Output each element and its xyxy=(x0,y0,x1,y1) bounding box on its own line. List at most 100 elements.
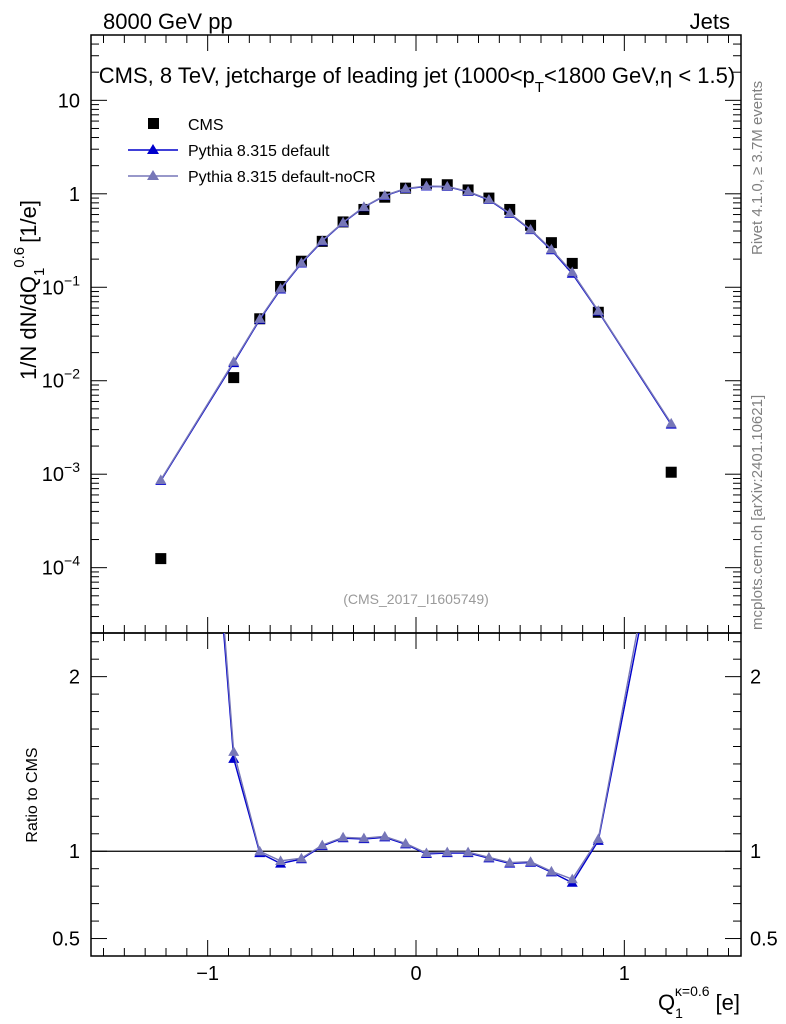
process-label: Jets xyxy=(690,9,730,34)
pythia-8-315-default-nocr-point xyxy=(665,417,677,428)
ratio-y-tick-label-left: 0.5 xyxy=(52,929,80,951)
pythia-8-315-default-nocr-ratio-point xyxy=(400,837,412,848)
pythia-8-315-default-nocr-ratio-point xyxy=(545,865,557,876)
pythia-8-315-default-nocr-point xyxy=(420,180,432,191)
pythia-8-315-default-nocr-point xyxy=(462,185,474,196)
pythia-8-315-default-nocr-point xyxy=(400,182,412,193)
pythia-8-315-default-nocr-point xyxy=(441,180,453,191)
main-y-label-sup: 0.6 xyxy=(11,247,28,268)
ratio-y-tick-label-right: 2 xyxy=(750,667,761,689)
ratio-y-tick-label-left: 1 xyxy=(69,841,80,863)
cms-data-point xyxy=(566,257,578,269)
pythia-8-315-default-nocr-point xyxy=(275,283,287,293)
cms-data-point xyxy=(228,372,240,384)
pythia-8-315-default-nocr-ratio-point xyxy=(504,857,516,867)
pythia-8-315-default-nocr-point xyxy=(379,189,391,200)
rivet-label: Rivet 4.1.0, ≥ 3.7M events xyxy=(749,81,766,255)
main-y-label-unit: [1/e] xyxy=(16,200,41,243)
legend-marker-default xyxy=(147,144,159,154)
x-label-sup: κ=0.6 xyxy=(675,983,710,999)
ratio-y-tick-label-right: 0.5 xyxy=(750,929,778,951)
main-y-tick-label: 1 xyxy=(69,184,80,206)
main-y-tick-label: 10−3 xyxy=(42,459,80,486)
pythia-8-315-default-nocr-point xyxy=(592,305,604,315)
x-axis-label: Q1 κ=0.6 [e] xyxy=(658,983,740,1021)
legend: CMS Pythia 8.315 default Pythia 8.315 de… xyxy=(128,117,376,186)
pythia-8-315-default-nocr-ratio-point xyxy=(420,847,432,858)
pythia-8-315-default-nocr-point xyxy=(155,474,167,484)
ratio-y-tick-label-right: 1 xyxy=(750,841,761,863)
main-y-tick-label-exp: −3 xyxy=(64,459,80,475)
pythia-8-315-default-nocr-ratio-point xyxy=(666,444,677,454)
x-tick-label: 0 xyxy=(410,963,421,985)
ratio-axis-ticks: 0.5 0.5 1 1 2 2 −1 0 1 xyxy=(52,633,778,985)
main-y-tick-label-exp: −2 xyxy=(64,366,80,382)
pythia-8-315-default-nocr-point xyxy=(295,257,307,267)
plot-title-main: CMS, 8 TeV, jetcharge of leading jet (10… xyxy=(99,63,535,88)
main-y-tick-label-base: 10 xyxy=(42,371,64,393)
main-series-group xyxy=(155,178,677,565)
main-y-label-sub: 1 xyxy=(31,268,48,276)
pythia-8-315-default-ratio-line xyxy=(223,633,640,884)
x-label-unit: [e] xyxy=(716,990,740,1015)
legend-marker-cms xyxy=(148,118,159,129)
main-y-axis-label: 1/N dN/dQ10.6 [1/e] xyxy=(11,200,48,380)
pythia-8-315-default-nocr-ratio-point xyxy=(275,855,287,865)
pythia-8-315-default-nocr-ratio-point xyxy=(254,845,266,856)
x-tick-label: −1 xyxy=(196,963,219,985)
beam-label: 8000 GeV pp xyxy=(103,9,233,34)
main-y-tick-label: 10−1 xyxy=(42,272,80,299)
pythia-8-315-default-nocr-ratio-point xyxy=(592,833,604,844)
main-y-label-main: 1/N dN/dQ xyxy=(16,276,41,380)
cms-data-point xyxy=(545,237,557,249)
ratio-series-group xyxy=(223,444,677,887)
pythia-8-315-default-nocr-point xyxy=(504,207,516,218)
pythia-8-315-default-nocr-ratio-point xyxy=(525,856,537,866)
ratio-panel-frame xyxy=(90,632,742,957)
cms-data-point xyxy=(155,553,167,565)
ratio-y-tick-label-left: 2 xyxy=(69,667,80,689)
main-y-tick-label: 10−4 xyxy=(42,553,80,580)
pythia-8-315-default-nocr-point xyxy=(254,313,266,323)
x-tick-label: 1 xyxy=(619,963,630,985)
pythia-8-315-default-nocr-point xyxy=(337,216,349,227)
cms-data-point xyxy=(665,466,677,478)
pythia-8-315-default-nocr-ratio-point xyxy=(462,846,474,857)
legend-marker-nocr xyxy=(147,170,159,180)
main-y-tick-label-base: 10 xyxy=(42,558,64,580)
ratio-y-axis-label: Ratio to CMS xyxy=(24,747,41,842)
legend-label-default: Pythia 8.315 default xyxy=(188,143,330,160)
pythia-8-315-default-nocr-ratio-point xyxy=(566,873,578,884)
pythia-8-315-default-nocr-point xyxy=(228,356,240,366)
plot-title: CMS, 8 TeV, jetcharge of leading jet (10… xyxy=(99,63,735,96)
x-label-sub: 1 xyxy=(675,1005,683,1021)
pythia-8-315-default-nocr-ratio-point xyxy=(441,846,453,857)
pythia-8-315-default-line xyxy=(160,185,672,482)
main-y-tick-label: 10−2 xyxy=(42,366,80,393)
pythia-8-315-default-nocr-point xyxy=(566,266,578,277)
pythia-8-315-default-nocr-ratio-point xyxy=(483,851,495,862)
pythia-8-315-default-nocr-point xyxy=(525,223,537,234)
main-y-tick-label-exp: −1 xyxy=(64,272,80,288)
pythia-8-315-default-nocr-point xyxy=(316,235,328,245)
pythia-8-315-default-nocr-point xyxy=(545,243,557,254)
main-y-tick-label: 10 xyxy=(58,90,80,112)
pythia-8-315-default-nocr-ratio-line xyxy=(223,633,638,881)
pythia-8-315-default-nocr-ratio-point xyxy=(316,839,328,850)
pythia-8-315-default-nocr-ratio-point xyxy=(379,830,391,841)
pythia-8-315-default-nocr-line xyxy=(160,185,672,481)
main-y-tick-label-base: 10 xyxy=(42,464,64,486)
plot-title-rest: <1800 GeV,η < 1.5) xyxy=(544,63,735,88)
pythia-8-315-default-nocr-ratio-point xyxy=(228,746,240,756)
legend-label-cms: CMS xyxy=(188,117,224,134)
analysis-id: (CMS_2017_I1605749) xyxy=(343,591,489,607)
plot-title-sub: T xyxy=(535,79,544,96)
pythia-8-315-default-nocr-ratio-point xyxy=(358,832,370,843)
x-label-main: Q xyxy=(658,990,675,1015)
pythia-8-315-default-nocr-ratio-point xyxy=(337,831,349,842)
mcplots-label: mcplots.cern.ch [arXiv:2401.10621] xyxy=(749,395,766,630)
pythia-8-315-default-nocr-ratio-point xyxy=(295,852,307,863)
main-y-tick-label-base: 10 xyxy=(42,277,64,299)
